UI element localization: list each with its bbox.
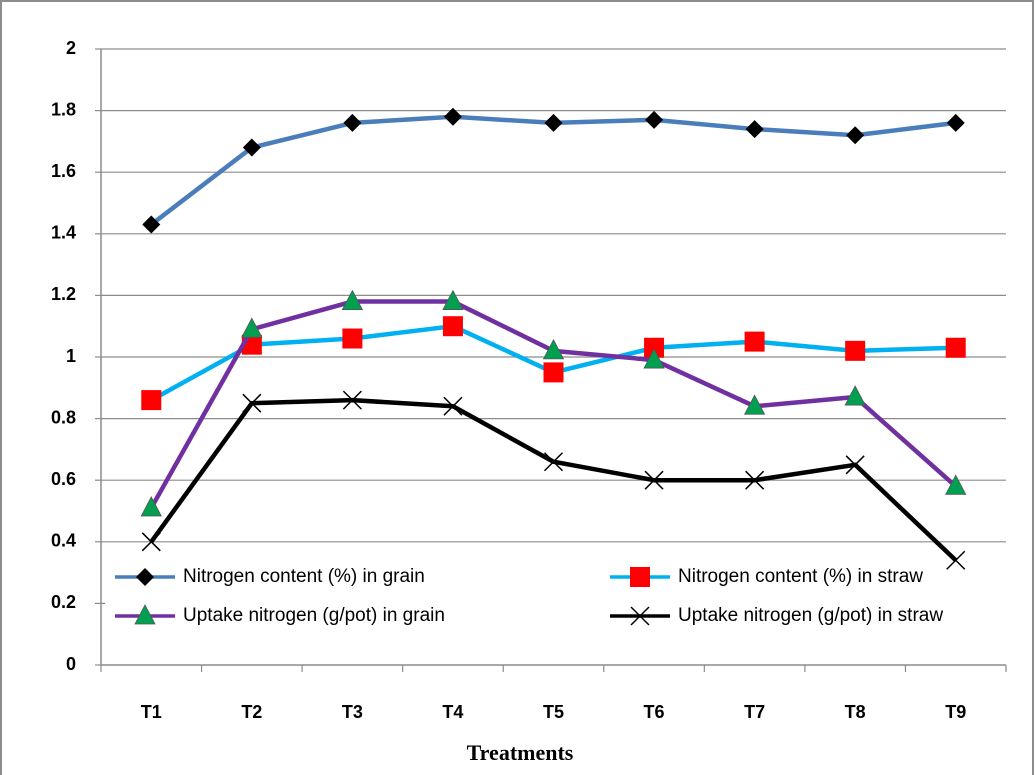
marker-square [342,328,363,349]
y-tick-label: 1.4 [51,223,76,243]
x-tick-label: T5 [543,702,564,722]
marker-diamond [745,120,764,139]
legend-box [105,556,1006,636]
marker-square [630,567,650,587]
marker-diamond [343,113,362,132]
legend-label: Uptake nitrogen (g/pot) in straw [678,605,943,626]
marker-triangle [542,338,565,360]
marker-x [946,550,966,570]
y-tick-label: 0.6 [51,469,76,489]
x-tick-label: T4 [442,702,463,722]
legend-label: Uptake nitrogen (g/pot) in grain [183,605,445,626]
marker-triangle [341,289,364,310]
marker-x [342,390,362,410]
x-axis-title: Treatments [467,740,574,765]
marker-square [442,316,463,337]
marker-x [443,396,463,416]
y-tick-label: 1 [66,346,76,366]
marker-triangle [241,317,263,338]
legend-label: Nitrogen content (%) in straw [678,566,923,587]
x-tick-label: T1 [141,702,162,722]
marker-triangle [844,385,866,406]
x-tick-label: T3 [342,702,363,722]
marker-square [845,340,866,361]
marker-triangle [643,348,665,369]
marker-square [543,362,564,383]
y-tick-label: 0.4 [51,531,76,551]
x-tick-label: T2 [241,702,262,722]
y-tick-label: 2 [66,38,76,58]
marker-triangle [140,496,162,517]
marker-diamond [136,568,154,586]
marker-square [141,390,162,411]
y-tick-label: 0.2 [51,592,76,612]
marker-x [141,532,161,552]
y-tick-label: 1.8 [51,99,76,119]
marker-x [630,606,650,626]
y-tick-label: 1.6 [51,161,76,181]
marker-triangle [945,474,967,495]
marker-diamond [443,107,462,126]
x-tick-label: T9 [945,702,966,722]
marker-triangle [743,394,766,415]
marker-x [845,455,865,475]
marker-square [744,331,765,352]
x-tick-label: T7 [744,702,765,722]
x-tick-label: T6 [644,702,665,722]
marker-x [745,470,765,490]
marker-x [543,452,564,472]
marker-diamond [846,126,865,145]
y-tick-label: 1.2 [51,284,76,304]
marker-diamond [645,110,664,129]
marker-diamond [242,138,261,157]
marker-x [242,393,262,413]
y-tick-label: 0.8 [51,407,76,427]
marker-triangle [442,289,464,310]
legend-label: Nitrogen content (%) in grain [183,566,425,587]
marker-square [644,337,665,358]
marker-triangle [134,604,156,625]
y-tick-label: 0 [66,654,76,674]
x-tick-label: T8 [845,702,866,722]
marker-x [644,470,664,490]
marker-diamond [142,215,161,234]
marker-square [945,337,966,358]
marker-diamond [544,113,563,132]
marker-diamond [946,113,965,132]
